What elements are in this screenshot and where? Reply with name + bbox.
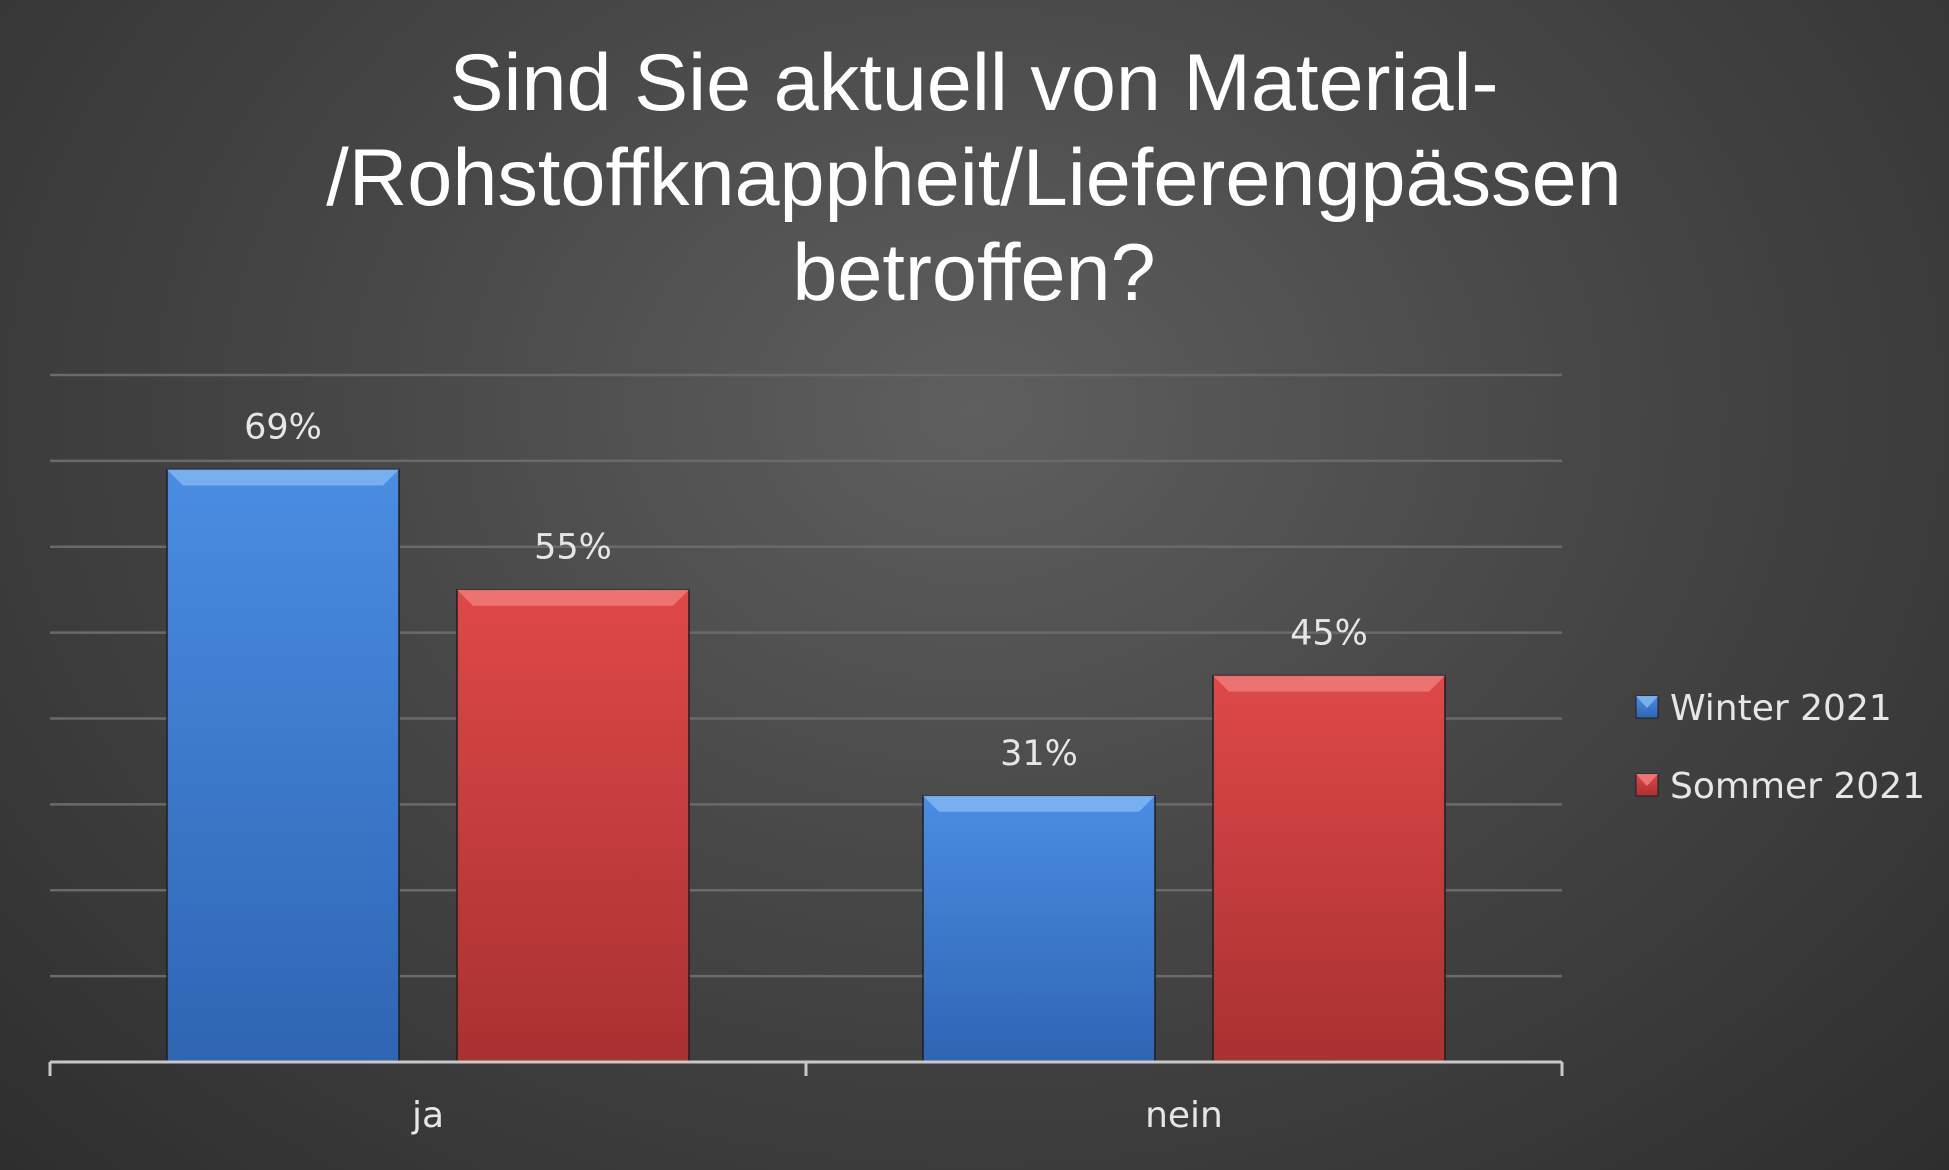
bars: 69% 55% 31% 45% bbox=[166, 407, 1446, 1063]
category-label-ja: ja bbox=[411, 1095, 444, 1136]
bar-winter-2021-nein bbox=[922, 795, 1156, 1063]
bar-sommer-2021-ja bbox=[456, 588, 690, 1063]
chart-title-line-3: betroffen? bbox=[792, 228, 1155, 318]
category-label-nein: nein bbox=[1145, 1095, 1223, 1136]
bar-winter-2021-ja bbox=[166, 468, 400, 1063]
legend-label: Winter 2021 bbox=[1670, 688, 1892, 729]
bar-bevel bbox=[167, 469, 399, 486]
bar-bevel bbox=[457, 589, 689, 606]
chart-title-line-1: Sind Sie aktuell von Material- bbox=[449, 38, 1498, 128]
data-label: 31% bbox=[1000, 734, 1078, 774]
data-label: 69% bbox=[244, 407, 322, 447]
legend: Winter 2021 Sommer 2021 bbox=[1635, 688, 1925, 807]
legend-swatch-bevel bbox=[1636, 774, 1658, 786]
legend-swatch-bevel bbox=[1636, 696, 1658, 708]
legend-label: Sommer 2021 bbox=[1670, 766, 1925, 807]
bar-bevel bbox=[923, 795, 1155, 812]
data-label: 55% bbox=[534, 528, 612, 568]
bar-sommer-2021-nein bbox=[1212, 674, 1446, 1063]
bar-bevel bbox=[1213, 675, 1445, 692]
chart-title-line-2: /Rohstoffknappheit/Lieferengpässen bbox=[326, 133, 1621, 223]
x-axis: ja nein bbox=[48, 1060, 1564, 1136]
data-label: 45% bbox=[1290, 614, 1368, 654]
